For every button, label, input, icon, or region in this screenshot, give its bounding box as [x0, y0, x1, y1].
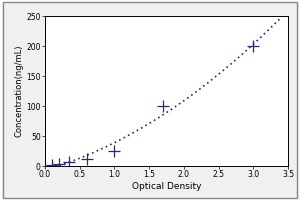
X-axis label: Optical Density: Optical Density [132, 182, 201, 191]
Point [112, 149, 117, 153]
Point [56, 163, 61, 166]
Point [84, 157, 89, 160]
Point [67, 161, 72, 164]
Y-axis label: Concentration(ng/mL): Concentration(ng/mL) [15, 45, 24, 137]
Point [251, 44, 256, 48]
Point [160, 104, 165, 108]
Point [50, 163, 54, 167]
